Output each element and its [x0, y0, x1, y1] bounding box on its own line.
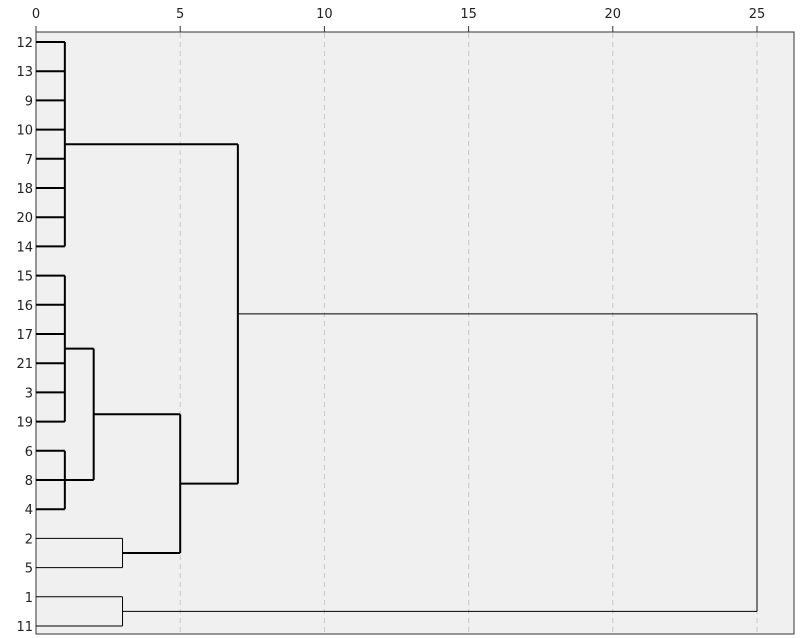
leaf-label-17: 17 [16, 328, 33, 343]
dendrogram-links [36, 41, 758, 627]
x-tick-label-0: 0 [32, 7, 40, 22]
leaf-label-12: 12 [16, 36, 33, 51]
leaf-label-15: 15 [16, 270, 33, 285]
leaf-label-20: 20 [16, 211, 33, 226]
leaf-label-21: 21 [16, 357, 33, 372]
leaf-label-5: 5 [25, 562, 33, 577]
x-tick-label-15: 15 [460, 7, 477, 22]
leaf-label-18: 18 [16, 182, 33, 197]
leaf-label-8: 8 [25, 474, 33, 489]
leaf-label-6: 6 [25, 445, 33, 460]
leaf-label-2: 2 [25, 532, 33, 547]
leaf-label-9: 9 [25, 94, 33, 109]
leaf-label-16: 16 [16, 299, 33, 314]
x-axis-ticks: 0 5 10 15 20 25 [32, 7, 765, 32]
leaf-label-14: 14 [16, 240, 33, 255]
leaf-label-19: 19 [16, 416, 33, 431]
plot-area [35, 31, 795, 635]
leaf-label-11: 11 [16, 620, 33, 635]
leaf-label-4: 4 [25, 503, 33, 518]
x-tick-label-20: 20 [605, 7, 622, 22]
x-tick-label-10: 10 [316, 7, 333, 22]
leaf-label-7: 7 [25, 153, 33, 168]
x-tick-label-25: 25 [749, 7, 766, 22]
leaf-label-13: 13 [16, 65, 33, 80]
x-tick-label-5: 5 [176, 7, 184, 22]
leaf-label-10: 10 [16, 124, 33, 139]
leaf-label-1: 1 [25, 591, 33, 606]
leaf-label-3: 3 [25, 386, 33, 401]
